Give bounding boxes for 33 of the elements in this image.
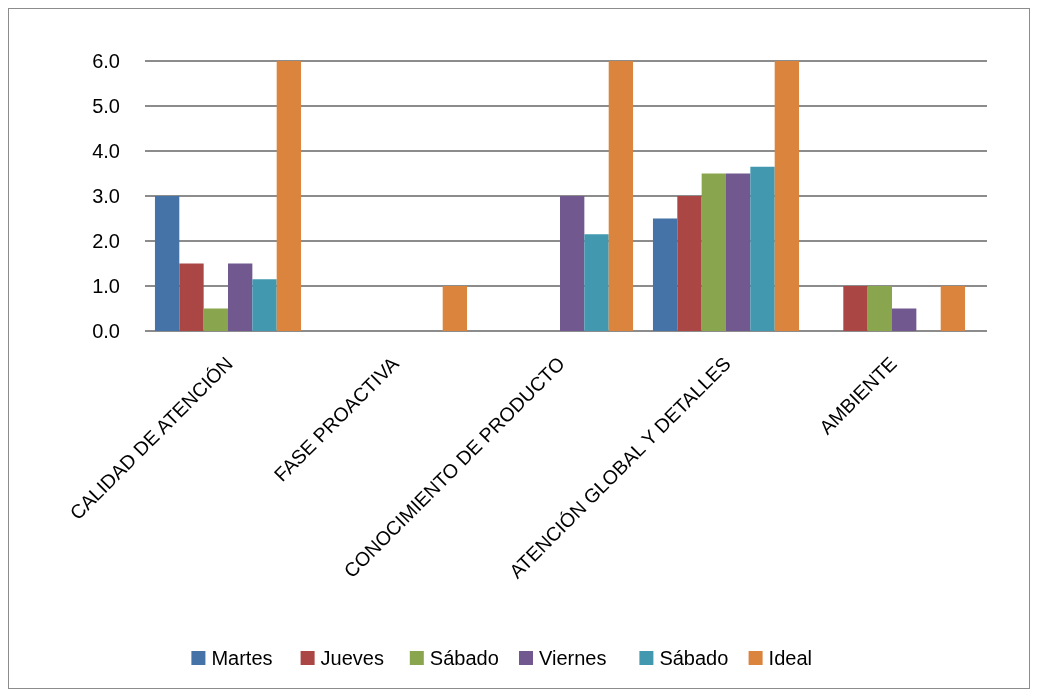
legend-label: Sábado bbox=[429, 647, 499, 669]
bar bbox=[940, 286, 966, 331]
bar bbox=[179, 263, 204, 331]
y-tick-label: 5.0 bbox=[92, 95, 120, 117]
y-tick-label: 3.0 bbox=[92, 185, 120, 207]
bar bbox=[442, 286, 468, 331]
bar bbox=[584, 234, 609, 331]
bar bbox=[276, 61, 302, 331]
bar bbox=[228, 263, 253, 331]
bar bbox=[774, 61, 800, 331]
y-tick-label: 0.0 bbox=[92, 320, 120, 342]
bar bbox=[154, 196, 180, 331]
y-tick-label: 2.0 bbox=[92, 230, 120, 252]
legend-label: Viernes bbox=[539, 647, 607, 669]
bar bbox=[750, 166, 775, 331]
bar bbox=[726, 173, 751, 331]
bar bbox=[560, 196, 585, 331]
legend-label: Sábado bbox=[659, 647, 729, 669]
bar bbox=[701, 173, 726, 331]
y-tick-label: 4.0 bbox=[92, 140, 120, 162]
bar bbox=[867, 286, 892, 331]
bar bbox=[843, 286, 868, 331]
y-tick-label: 1.0 bbox=[92, 275, 120, 297]
legend-label: Martes bbox=[211, 647, 273, 669]
legend-label: Jueves bbox=[320, 647, 384, 669]
y-tick-label: 6.0 bbox=[92, 50, 120, 72]
bar bbox=[677, 196, 702, 331]
bar bbox=[652, 218, 678, 331]
bar bbox=[252, 279, 277, 331]
bar bbox=[203, 308, 228, 331]
bar bbox=[608, 61, 634, 331]
bar bbox=[892, 308, 917, 331]
legend-label: Ideal bbox=[768, 647, 812, 669]
